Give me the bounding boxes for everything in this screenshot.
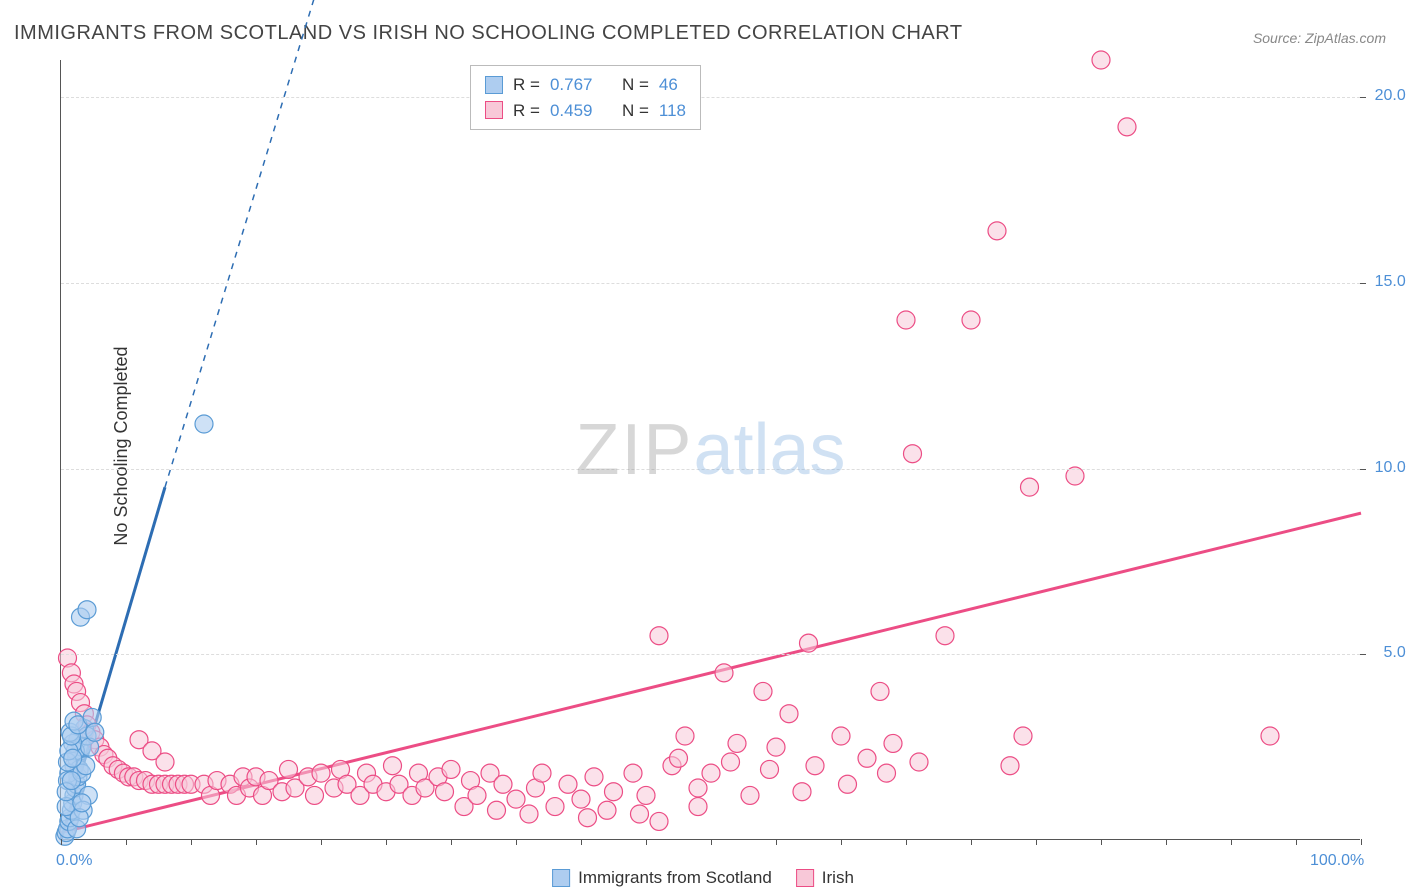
- legend-label-irish: Irish: [822, 868, 854, 888]
- plot-area: ZIPatlas 5.0%10.0%15.0%20.0%: [60, 60, 1360, 840]
- stats-row-scotland: R = 0.767 N = 46: [485, 72, 686, 98]
- r-label: R =: [513, 72, 540, 98]
- legend-bottom: Immigrants from Scotland Irish: [552, 868, 854, 888]
- gridline: [61, 283, 1360, 284]
- chart-title: IMMIGRANTS FROM SCOTLAND VS IRISH NO SCH…: [14, 22, 963, 45]
- y-tick-label: 5.0%: [1384, 644, 1406, 662]
- n-value-irish: 118: [659, 98, 686, 124]
- n-label: N =: [622, 72, 649, 98]
- legend-label-scotland: Immigrants from Scotland: [578, 868, 772, 888]
- stats-legend-box: R = 0.767 N = 46 R = 0.459 N = 118: [470, 65, 701, 130]
- x-max-label: 100.0%: [1310, 852, 1364, 870]
- y-tick-label: 20.0%: [1375, 87, 1406, 105]
- chart-svg: [61, 60, 1360, 839]
- r-value-irish: 0.459: [550, 98, 593, 124]
- swatch-scotland: [485, 76, 503, 94]
- y-tick-label: 10.0%: [1375, 459, 1406, 477]
- legend-item-irish: Irish: [796, 868, 854, 888]
- r-value-scotland: 0.767: [550, 72, 593, 98]
- gridline: [61, 654, 1360, 655]
- y-tick-label: 15.0%: [1375, 273, 1406, 291]
- source-attribution: Source: ZipAtlas.com: [1253, 30, 1386, 46]
- legend-item-scotland: Immigrants from Scotland: [552, 868, 772, 888]
- swatch-irish-icon: [796, 869, 814, 887]
- swatch-scotland-icon: [552, 869, 570, 887]
- swatch-irish: [485, 101, 503, 119]
- r-label: R =: [513, 98, 540, 124]
- gridline: [61, 97, 1360, 98]
- n-value-scotland: 46: [659, 72, 678, 98]
- stats-row-irish: R = 0.459 N = 118: [485, 98, 686, 124]
- x-min-label: 0.0%: [56, 852, 92, 870]
- gridline: [61, 469, 1360, 470]
- n-label: N =: [622, 98, 649, 124]
